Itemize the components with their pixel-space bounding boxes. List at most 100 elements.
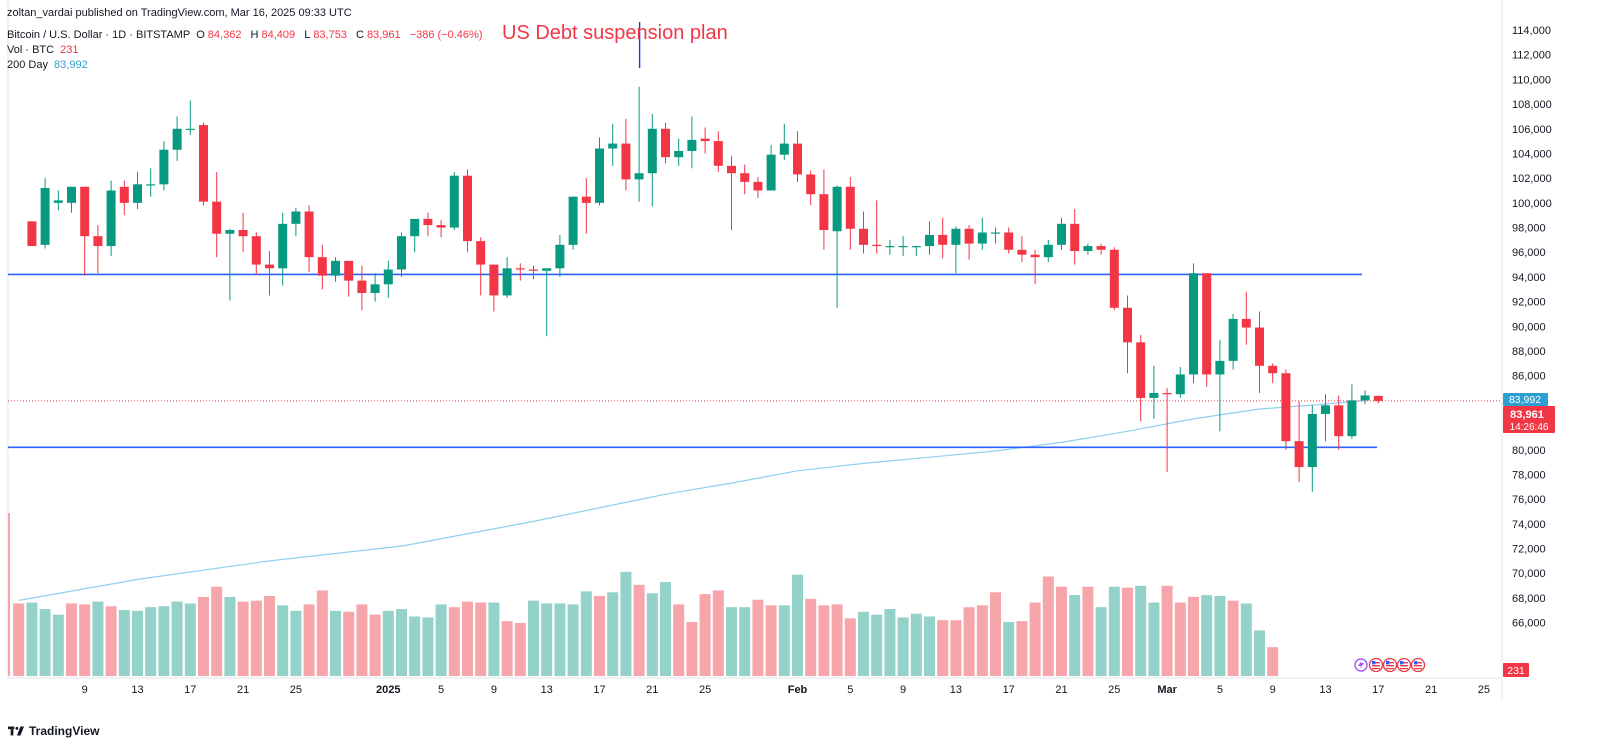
volume-bar (1240, 603, 1252, 676)
candle-body (265, 264, 274, 269)
volume-bar (646, 593, 658, 676)
candle-body (1373, 395, 1383, 401)
volume-bar (1029, 602, 1041, 676)
volume-bar (976, 605, 988, 676)
candle-body (383, 269, 393, 285)
candle-body (1175, 374, 1185, 395)
volume-bar (739, 607, 751, 676)
candle-body (1307, 413, 1317, 468)
candle-body (898, 246, 908, 248)
candle-body (423, 218, 433, 226)
volume-bar (264, 596, 275, 676)
price-tick-label: 76,000 (1512, 494, 1546, 506)
change-value: −386 (−0.46%) (409, 29, 483, 41)
candle-body (1228, 318, 1238, 361)
volume-tag-text: 231 (1507, 665, 1525, 677)
candle-body (713, 141, 723, 166)
volume-bar (13, 603, 25, 676)
volume-bar (924, 616, 935, 676)
candle-body (463, 175, 472, 242)
volume-bar (158, 606, 170, 676)
volume-bar (488, 602, 500, 676)
candle-body (106, 190, 116, 247)
volume-bar (1122, 587, 1133, 676)
candle-body (449, 175, 459, 228)
flag-stripe-icon (1372, 662, 1380, 664)
candle-body (1070, 223, 1080, 251)
candle-body (1149, 392, 1159, 398)
volume-bar (118, 609, 130, 676)
price-tick-label: 66,000 (1512, 618, 1546, 630)
time-tick-label: 17 (184, 684, 196, 696)
candle-body (291, 211, 301, 224)
candle-body (581, 196, 591, 203)
volume-bar (250, 600, 262, 676)
time-tick-label: 21 (1425, 684, 1437, 696)
volume-bar (1254, 630, 1265, 676)
volume-bar (950, 620, 962, 676)
flag-stripe-icon (1372, 665, 1380, 667)
candle-body (489, 264, 499, 296)
volume-bar (1188, 596, 1199, 676)
footer-brand[interactable]: TradingView (8, 724, 99, 738)
candle-body (740, 173, 750, 182)
volume-spike-bar (8, 513, 10, 676)
time-tick-label: 13 (131, 684, 143, 696)
time-tick-label: 25 (699, 684, 711, 696)
candle-body (529, 269, 538, 271)
candle-body (872, 244, 882, 247)
candle-body (753, 181, 763, 191)
candle-body (1268, 365, 1278, 374)
candle-body (687, 139, 697, 151)
volume-bar (396, 609, 407, 676)
volume-bar (475, 602, 487, 676)
volume-bar (514, 622, 526, 676)
volume-bar (1267, 647, 1279, 676)
price-tick-label: 78,000 (1512, 469, 1546, 481)
volume-bar (79, 604, 91, 676)
volume-bar (145, 607, 157, 676)
price-tick-label: 114,000 (1512, 25, 1551, 37)
time-tick-label: 25 (290, 684, 302, 696)
ma-price-tag-text: 83,992 (1509, 394, 1541, 406)
time-tick-label: 13 (541, 684, 553, 696)
candle-body (278, 223, 288, 269)
volume-bar (1069, 595, 1081, 676)
volume-bar (871, 614, 883, 676)
candle-body (819, 194, 829, 231)
tradingview-logo-icon (8, 726, 24, 736)
candle-body (938, 234, 948, 245)
volume-bar (831, 604, 843, 676)
volume-bar (237, 601, 249, 676)
volume-bar (937, 620, 949, 676)
candle-body (185, 128, 195, 130)
candle-body (238, 230, 248, 237)
flag-stripe-icon (1386, 665, 1394, 667)
candle-body (555, 244, 565, 269)
candle-body (1294, 441, 1304, 468)
candle-body (370, 284, 380, 293)
volume-bar (105, 606, 117, 676)
volume-bar (699, 594, 711, 676)
price-tick-label: 94,000 (1512, 272, 1546, 284)
time-tick-label: 9 (491, 684, 497, 696)
candle-body (859, 228, 868, 245)
price-tick-label: 108,000 (1512, 99, 1552, 111)
candle-body (1083, 246, 1093, 251)
volume-bar (198, 596, 209, 676)
volume-bar (792, 574, 803, 676)
price-tick-label: 110,000 (1512, 74, 1551, 86)
price-tick-label: 100,000 (1512, 198, 1552, 210)
volume-bar (620, 571, 632, 676)
candle-body (1360, 395, 1370, 401)
price-tick-label: 70,000 (1512, 568, 1546, 580)
volume-bar (330, 610, 341, 676)
volume-bar (1174, 602, 1186, 676)
volume-bar (726, 607, 737, 676)
volume-bar (448, 607, 460, 676)
candle-body (779, 143, 789, 155)
candle-body (133, 184, 142, 203)
flag-stripe-icon (1386, 668, 1394, 670)
volume-bar (26, 602, 38, 676)
